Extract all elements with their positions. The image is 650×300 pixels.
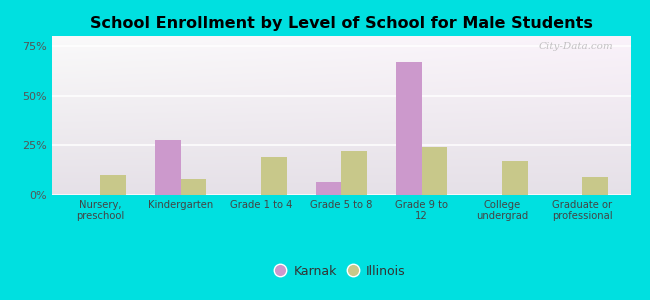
Bar (100, 175, 126, 195)
Text: City-Data.com: City-Data.com (538, 42, 613, 51)
Bar (155, 140, 181, 195)
Bar (396, 62, 422, 195)
Bar (341, 151, 367, 195)
Bar (502, 161, 528, 195)
Bar (261, 157, 287, 195)
Bar (315, 182, 341, 195)
Bar (422, 147, 447, 195)
Title: School Enrollment by Level of School for Male Students: School Enrollment by Level of School for… (90, 16, 593, 31)
Bar (582, 177, 608, 195)
Legend: Karnak, Illinois: Karnak, Illinois (278, 265, 405, 278)
Bar (181, 179, 206, 195)
